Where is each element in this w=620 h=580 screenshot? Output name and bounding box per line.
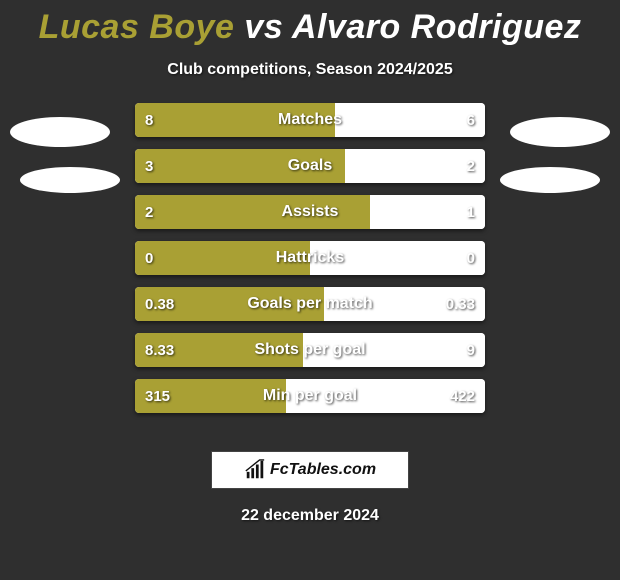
player2-name: Alvaro Rodriguez (292, 8, 581, 46)
comparison-arena: Matches86 Goals32 Assists21 Hattricks00 Goal… (0, 103, 620, 433)
stat-row: Goals per match0.380.33 (135, 287, 485, 321)
stat-row: Goals32 (135, 149, 485, 183)
vs-text: vs (244, 8, 283, 46)
stat-bar-right (370, 195, 486, 229)
stat-bar-right (303, 333, 485, 367)
date-text: 22 december 2024 (0, 507, 620, 525)
stat-row: Assists21 (135, 195, 485, 229)
player2-ellipse-2 (500, 167, 600, 193)
stat-bar-left (135, 379, 286, 413)
player1-name: Lucas Boye (39, 8, 235, 46)
stat-row: Shots per goal8.339 (135, 333, 485, 367)
player1-ellipse-1 (10, 117, 110, 147)
stat-bar-right (324, 287, 485, 321)
logo-box: FcTables.com (211, 451, 409, 489)
stat-bar-right (345, 149, 485, 183)
stat-bar-left (135, 287, 324, 321)
stat-row: Matches86 (135, 103, 485, 137)
stat-bar-left (135, 333, 303, 367)
stat-row: Min per goal315422 (135, 379, 485, 413)
logo-text: FcTables.com (270, 461, 376, 479)
stat-bar-right (286, 379, 486, 413)
player2-ellipse-1 (510, 117, 610, 147)
stat-bar-left (135, 103, 335, 137)
stat-row: Hattricks00 (135, 241, 485, 275)
player1-ellipse-2 (20, 167, 120, 193)
stat-bar-left (135, 195, 370, 229)
page-title: Lucas Boye vs Alvaro Rodriguez (0, 0, 620, 47)
stat-bar-left (135, 241, 310, 275)
stat-bar-right (310, 241, 485, 275)
chart-icon (244, 459, 266, 481)
stat-bar-right (335, 103, 486, 137)
stat-bars-container: Matches86 Goals32 Assists21 Hattricks00 Goal… (135, 103, 485, 425)
stat-bar-left (135, 149, 345, 183)
subtitle: Club competitions, Season 2024/2025 (0, 61, 620, 79)
